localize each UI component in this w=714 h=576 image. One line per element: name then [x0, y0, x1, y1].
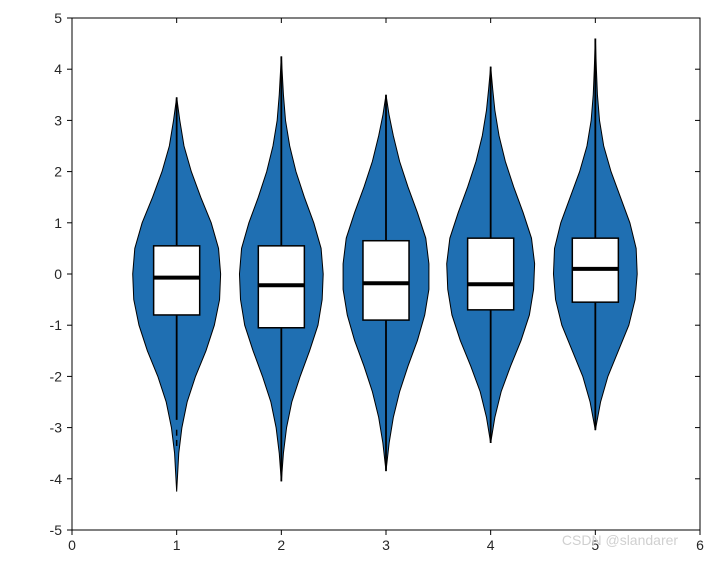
y-tick-label: -2: [50, 368, 63, 384]
y-tick-label: 5: [54, 10, 62, 26]
y-tick-label: 3: [54, 112, 62, 128]
violin-chart: 0123456-5-4-3-2-1012345CSDN @slandarer: [0, 0, 714, 576]
box: [154, 246, 200, 315]
x-tick-label: 6: [696, 537, 704, 553]
y-tick-label: -1: [50, 317, 63, 333]
y-tick-label: 4: [54, 61, 62, 77]
x-tick-label: 4: [487, 537, 495, 553]
y-tick-label: 0: [54, 266, 62, 282]
y-tick-label: 1: [54, 215, 62, 231]
y-tick-label: -3: [50, 420, 63, 436]
chart-svg: 0123456-5-4-3-2-1012345CSDN @slandarer: [0, 0, 714, 576]
y-tick-label: -4: [50, 471, 63, 487]
y-tick-label: -5: [50, 522, 63, 538]
watermark-text: CSDN @slandarer: [562, 532, 678, 548]
x-tick-label: 2: [277, 537, 285, 553]
x-tick-label: 0: [68, 537, 76, 553]
x-tick-label: 1: [173, 537, 181, 553]
box: [468, 238, 514, 310]
y-tick-label: 2: [54, 164, 62, 180]
box: [363, 241, 409, 320]
x-tick-label: 3: [382, 537, 390, 553]
